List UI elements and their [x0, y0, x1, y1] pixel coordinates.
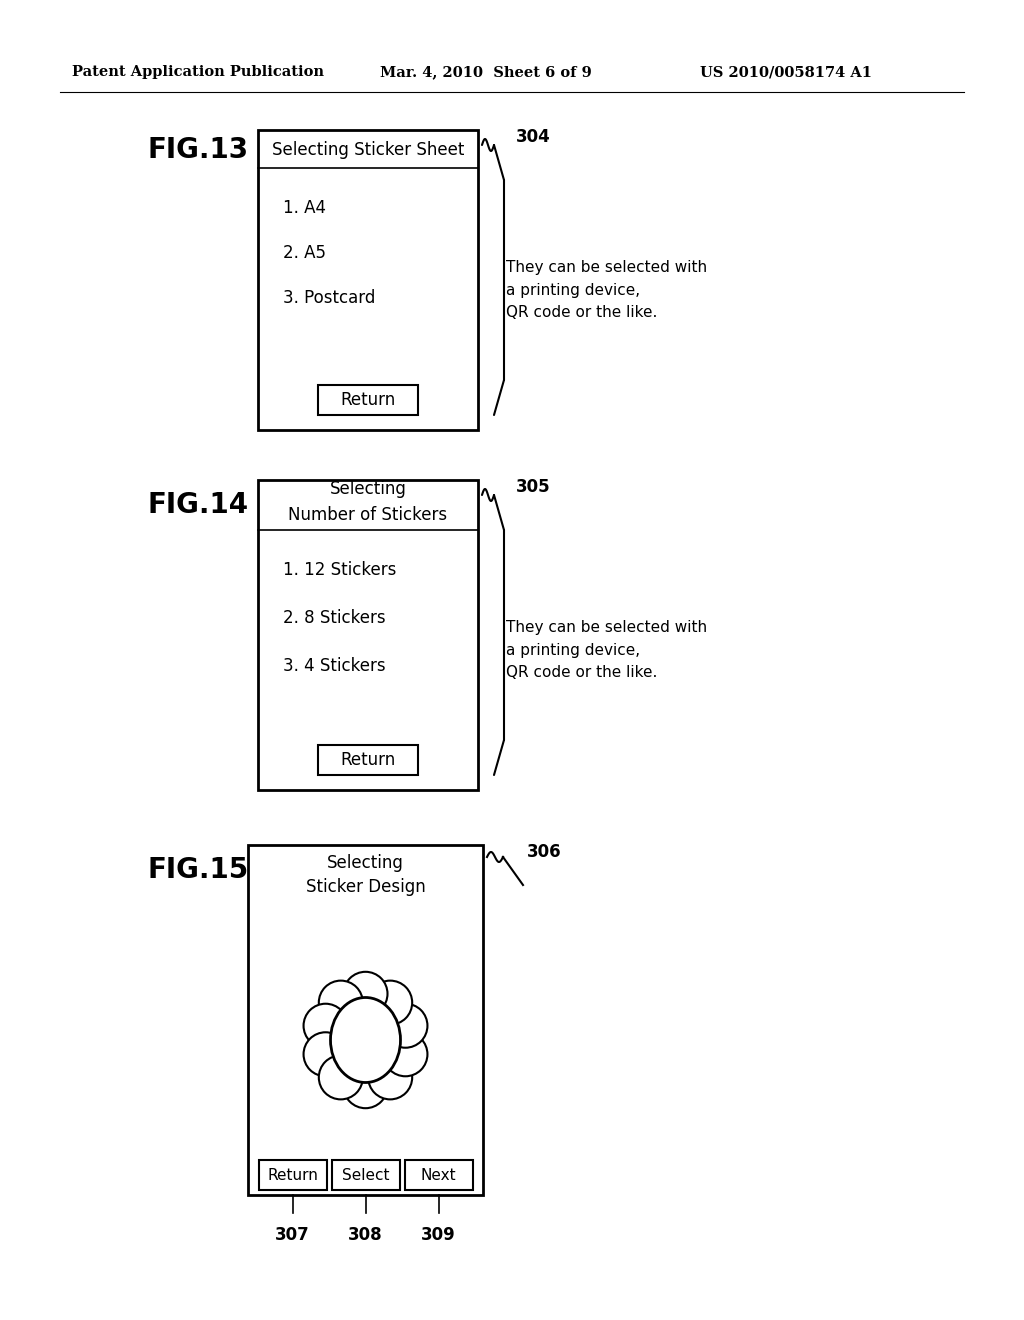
Text: 3. 4 Stickers: 3. 4 Stickers: [283, 657, 386, 675]
Circle shape: [369, 1056, 413, 1100]
Text: 308: 308: [348, 1226, 383, 1243]
Circle shape: [383, 1032, 427, 1076]
Text: FIG.15: FIG.15: [148, 855, 249, 884]
Text: 309: 309: [421, 1226, 456, 1243]
Text: 305: 305: [516, 478, 551, 496]
Bar: [258, 129, 478, 430]
Text: FIG.13: FIG.13: [148, 136, 249, 164]
Bar: [332, 1160, 399, 1191]
Text: Patent Application Publication: Patent Application Publication: [72, 65, 324, 79]
Circle shape: [318, 1056, 362, 1100]
Circle shape: [303, 1032, 347, 1076]
Circle shape: [343, 1064, 387, 1109]
Text: They can be selected with
a printing device,
QR code or the like.: They can be selected with a printing dev…: [506, 620, 708, 680]
Bar: [248, 845, 483, 1195]
Text: Selecting Sticker Sheet: Selecting Sticker Sheet: [271, 141, 464, 158]
Text: 306: 306: [527, 843, 561, 861]
Circle shape: [343, 972, 387, 1016]
Text: 307: 307: [275, 1226, 310, 1243]
Text: 2. A5: 2. A5: [283, 244, 326, 261]
Bar: [258, 480, 478, 789]
Ellipse shape: [331, 998, 400, 1082]
Text: 2. 8 Stickers: 2. 8 Stickers: [283, 609, 386, 627]
Text: FIG.14: FIG.14: [148, 491, 249, 519]
Text: Return: Return: [340, 391, 395, 409]
Circle shape: [383, 1003, 427, 1048]
Text: 3. Postcard: 3. Postcard: [283, 289, 376, 308]
Text: They can be selected with
a printing device,
QR code or the like.: They can be selected with a printing dev…: [506, 260, 708, 319]
Circle shape: [303, 1003, 347, 1048]
Bar: [258, 1160, 327, 1191]
Text: 1. 12 Stickers: 1. 12 Stickers: [283, 561, 396, 579]
Text: Next: Next: [421, 1167, 457, 1183]
Text: Selecting
Sticker Design: Selecting Sticker Design: [305, 854, 425, 896]
Text: Return: Return: [267, 1167, 317, 1183]
Text: US 2010/0058174 A1: US 2010/0058174 A1: [700, 65, 872, 79]
Text: 1. A4: 1. A4: [283, 199, 326, 216]
Bar: [318, 744, 418, 775]
Bar: [404, 1160, 472, 1191]
Text: Mar. 4, 2010  Sheet 6 of 9: Mar. 4, 2010 Sheet 6 of 9: [380, 65, 592, 79]
Text: Selecting
Number of Stickers: Selecting Number of Stickers: [289, 480, 447, 524]
Text: 304: 304: [516, 128, 551, 147]
Circle shape: [318, 981, 362, 1024]
Circle shape: [369, 981, 413, 1024]
Text: Select: Select: [342, 1167, 389, 1183]
Text: Return: Return: [340, 751, 395, 770]
Bar: [318, 385, 418, 414]
